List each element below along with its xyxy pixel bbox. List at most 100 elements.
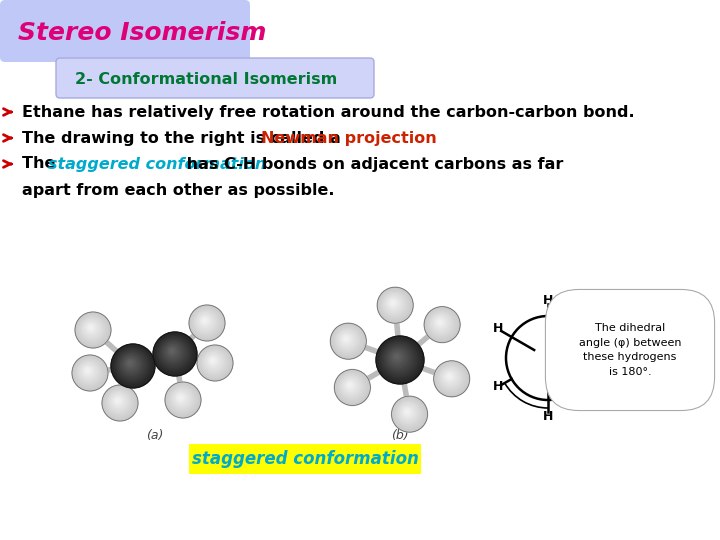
Circle shape [210,357,216,364]
Circle shape [390,300,396,306]
Circle shape [203,319,206,322]
Circle shape [342,377,360,395]
Circle shape [399,404,417,422]
Circle shape [114,347,150,384]
Circle shape [346,381,355,390]
Circle shape [102,385,138,421]
Circle shape [392,396,428,432]
Circle shape [390,349,405,366]
Circle shape [109,392,130,413]
Circle shape [381,291,408,318]
Circle shape [84,321,99,336]
Circle shape [343,379,359,394]
Circle shape [341,333,353,346]
Circle shape [387,298,400,309]
Circle shape [78,314,107,345]
Circle shape [337,372,367,402]
Text: apart from each other as possible.: apart from each other as possible. [22,183,335,198]
Circle shape [80,363,98,381]
Circle shape [338,331,356,349]
Circle shape [402,407,414,418]
Circle shape [342,335,351,343]
Circle shape [438,364,464,391]
Text: staggered conformation: staggered conformation [48,157,266,172]
Circle shape [80,317,104,341]
Circle shape [339,332,354,347]
Circle shape [112,395,125,407]
Circle shape [379,288,412,321]
Text: H: H [593,381,603,394]
Text: The: The [22,157,61,172]
Circle shape [395,355,399,359]
Circle shape [391,352,403,363]
Circle shape [127,360,134,367]
Circle shape [429,312,453,336]
Circle shape [444,371,456,383]
Circle shape [397,401,420,426]
Circle shape [427,309,456,339]
Circle shape [385,295,403,313]
Circle shape [343,336,349,342]
Circle shape [114,398,121,404]
Circle shape [379,340,419,380]
Circle shape [202,350,226,374]
Circle shape [168,386,196,413]
Circle shape [345,380,356,392]
Circle shape [199,315,211,327]
Circle shape [384,294,405,315]
Circle shape [377,287,413,323]
Circle shape [82,365,94,377]
Circle shape [81,319,102,339]
Text: Ethane has relatively free rotation around the carbon-carbon bond.: Ethane has relatively free rotation arou… [22,105,634,119]
Circle shape [162,341,184,363]
Circle shape [389,299,397,308]
Circle shape [167,346,178,357]
Circle shape [433,361,469,397]
Circle shape [388,348,408,368]
Text: 2- Conformational Isomerism: 2- Conformational Isomerism [75,71,337,86]
Circle shape [201,349,228,376]
Circle shape [158,336,191,370]
Circle shape [333,326,363,356]
Circle shape [393,353,401,361]
Circle shape [434,317,446,329]
FancyBboxPatch shape [0,0,250,62]
Circle shape [77,360,101,384]
Text: staggered conformation: staggered conformation [192,450,418,468]
Circle shape [85,368,91,374]
Circle shape [193,309,220,336]
Text: (b): (b) [391,429,409,442]
Circle shape [204,353,222,370]
Circle shape [173,390,191,408]
Circle shape [334,369,370,406]
Circle shape [111,344,155,388]
Circle shape [347,382,353,388]
Circle shape [437,319,443,326]
Circle shape [203,352,225,373]
Circle shape [119,352,145,377]
Circle shape [73,356,107,389]
Text: φ: φ [604,343,613,357]
Circle shape [433,315,448,330]
Circle shape [198,314,213,329]
Circle shape [426,308,459,341]
Text: H: H [543,409,553,422]
Circle shape [176,394,186,402]
Circle shape [84,367,92,375]
Circle shape [156,335,193,372]
Circle shape [85,322,97,334]
Circle shape [128,361,132,365]
Circle shape [395,400,423,427]
Circle shape [178,395,184,401]
Circle shape [168,348,176,355]
Circle shape [75,312,111,348]
Circle shape [436,363,467,393]
Circle shape [116,399,119,402]
Circle shape [405,409,410,415]
Circle shape [175,392,187,404]
Circle shape [428,310,455,338]
Text: (a): (a) [146,429,163,442]
FancyBboxPatch shape [189,444,421,474]
Circle shape [446,374,452,380]
Circle shape [379,290,410,320]
